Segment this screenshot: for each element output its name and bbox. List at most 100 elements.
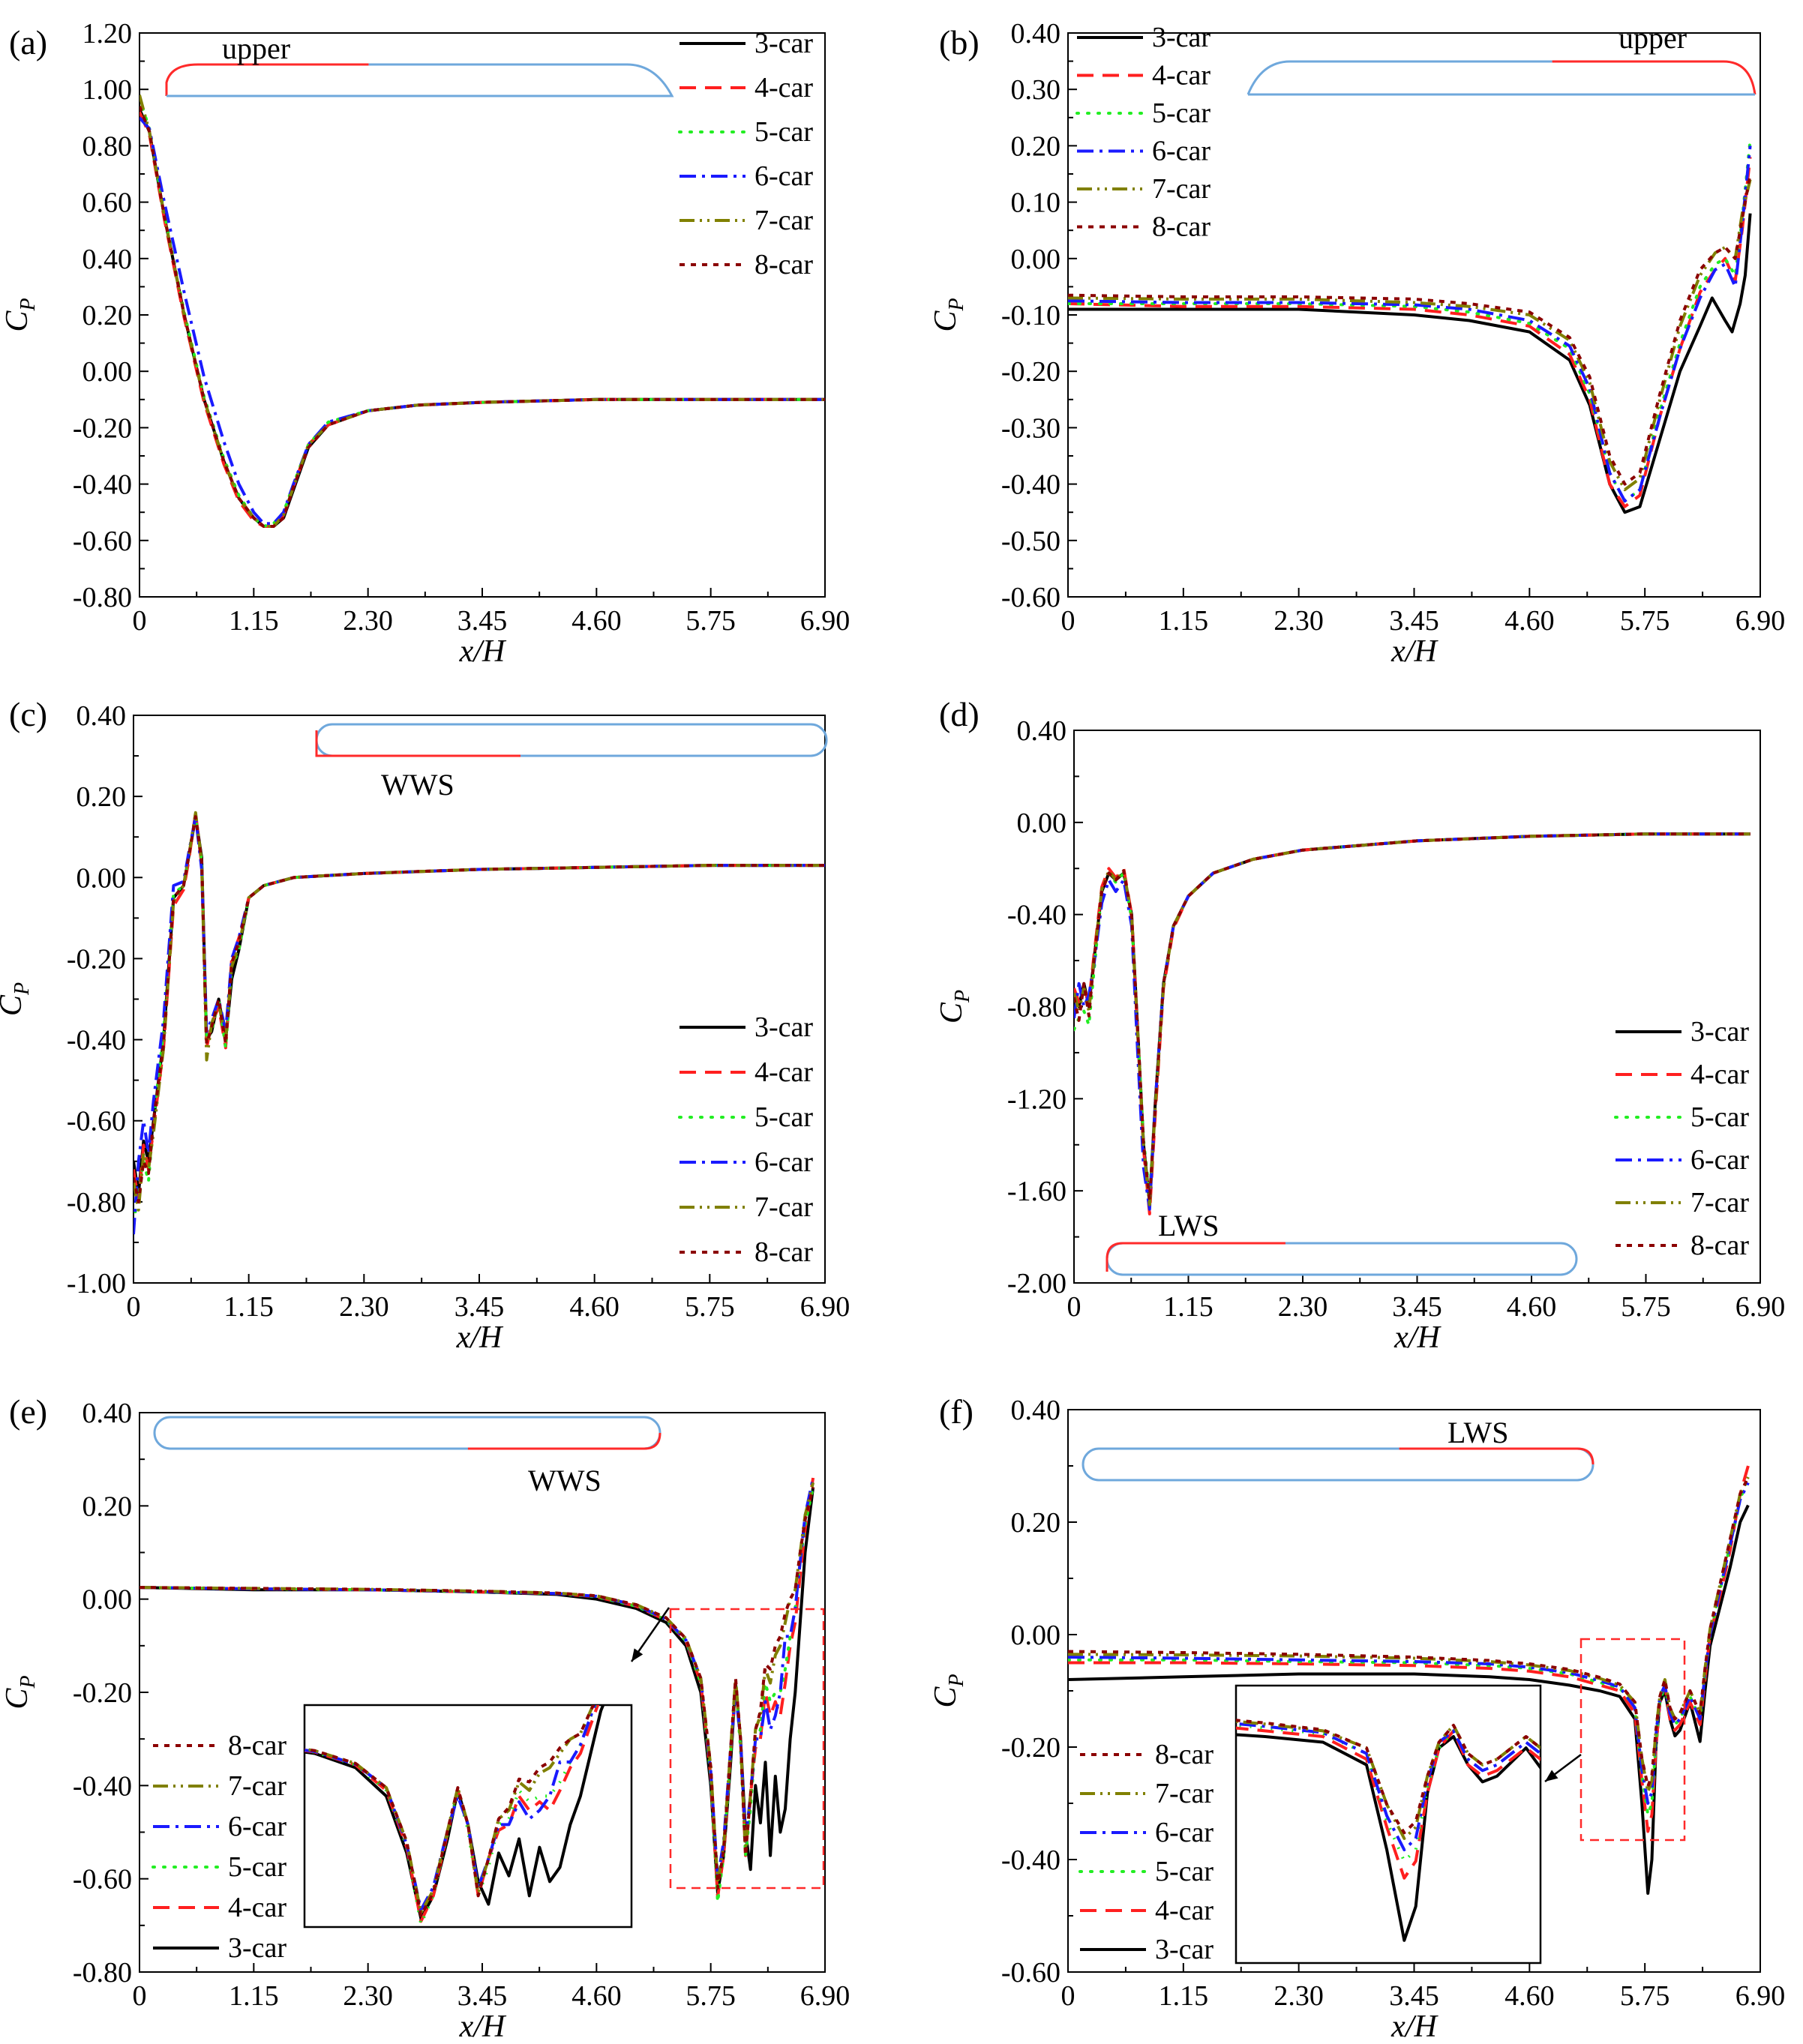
- schematic-highlight: [315, 730, 520, 757]
- y-tick-label: 0.40: [1011, 18, 1061, 49]
- y-tick-label: -0.40: [1001, 1845, 1060, 1876]
- y-tick-label: -0.60: [67, 1106, 126, 1137]
- schematic-label: WWS: [528, 1464, 602, 1497]
- x-tick-label: 3.45: [458, 605, 508, 637]
- y-tick-label: -0.60: [1001, 1957, 1060, 1989]
- train-schematic: LWS: [1106, 1209, 1578, 1276]
- x-tick-label: 6.90: [800, 1980, 850, 2012]
- x-tick-label: 5.75: [1621, 1291, 1671, 1323]
- panel-label: (b): [939, 23, 980, 61]
- schematic-label: upper: [1618, 21, 1687, 55]
- inset-line-8-car: [304, 1705, 596, 1917]
- x-tick-label: 3.45: [1392, 1291, 1442, 1323]
- zoom-arrowhead: [632, 1648, 644, 1662]
- schematic-highlight: [1106, 1242, 1286, 1272]
- y-tick-label: 0.00: [82, 356, 133, 388]
- x-tick-label: 1.15: [224, 1291, 274, 1323]
- y-tick-label: -0.60: [73, 1864, 132, 1896]
- series-line-7-car: [1074, 832, 1750, 1206]
- series-line-7-car: [140, 94, 825, 528]
- series-line-5-car: [140, 96, 825, 528]
- inset-line-5-car: [1236, 1723, 1540, 1863]
- legend-label-5-car: 5-car: [228, 1851, 286, 1883]
- y-tick-label: -0.40: [73, 469, 132, 501]
- schematic-body: [1082, 1447, 1594, 1482]
- series-line-4-car: [1074, 832, 1750, 1215]
- y-tick-label: -0.40: [67, 1025, 126, 1056]
- panel-c: 0 1.15 2.30 3.45 4.60 5.75 6.90 0.40 0.20 0.00 -0.…: [0, 695, 850, 1355]
- legend-label-8-car: 8-car: [1155, 1739, 1214, 1770]
- y-tick-label: 0.20: [1011, 1507, 1061, 1539]
- x-tick-label: 5.75: [686, 605, 736, 637]
- inset-frame: [303, 1704, 633, 1929]
- x-tick-label: 3.45: [1389, 605, 1439, 637]
- x-tick-label: 1.15: [229, 605, 279, 637]
- legend-label-3-car: 3-car: [1152, 22, 1210, 53]
- legend-label-6-car: 6-car: [1155, 1817, 1214, 1848]
- y-axis-label-main: C: [928, 1686, 963, 1708]
- x-tick-label: 0: [133, 605, 147, 637]
- y-tick-label: 0.20: [82, 1491, 133, 1522]
- legend-label-7-car: 7-car: [1152, 173, 1210, 205]
- y-tick-label: 0.80: [82, 130, 133, 162]
- x-tick-label: 6.90: [1736, 1980, 1786, 2012]
- train-schematic: WWS: [153, 1416, 662, 1497]
- series-line-4-car: [140, 1477, 815, 1899]
- y-tick-label: 1.00: [82, 74, 133, 106]
- y-tick-label: -0.50: [1001, 526, 1060, 557]
- y-axis-label-sub: P: [945, 1674, 968, 1687]
- legend-label-5-car: 5-car: [1690, 1101, 1749, 1133]
- legend-label-3-car: 3-car: [754, 1012, 813, 1043]
- panel-e: 0 1.15 2.30 3.45 4.60 5.75 6.90 0.40 0.20 0.00 -0.…: [0, 1392, 850, 2044]
- inset-line-7-car: [1236, 1719, 1540, 1840]
- schematic-body: [315, 723, 828, 757]
- x-tick-label: 4.60: [572, 1980, 622, 2012]
- x-tick-label: 5.75: [685, 1291, 735, 1323]
- y-tick-label: -0.80: [73, 582, 132, 613]
- series-group: [140, 94, 825, 528]
- series-line-7-car: [1068, 1476, 1750, 1794]
- y-tick-label: 0.40: [1017, 715, 1067, 747]
- y-axis-label-main: C: [0, 994, 28, 1016]
- y-tick-label: -0.80: [67, 1187, 126, 1218]
- schematic-label: LWS: [1448, 1416, 1508, 1449]
- x-tick-label: 3.45: [454, 1291, 505, 1323]
- y-tick-label: 0.40: [82, 1398, 133, 1429]
- x-axis-label: x/H: [456, 1320, 504, 1355]
- y-axis-label-sub: P: [16, 298, 40, 311]
- y-axis-label-main: C: [0, 1688, 34, 1710]
- x-tick-label: 2.30: [1274, 605, 1324, 637]
- x-tick-label: 4.60: [572, 605, 622, 637]
- series-line-7-car: [1068, 179, 1752, 492]
- y-axis-label-main: C: [0, 310, 34, 332]
- y-tick-label: 0.40: [82, 244, 133, 275]
- series-line-6-car: [134, 815, 825, 1235]
- x-tick-label: 6.90: [800, 1291, 850, 1323]
- x-tick-label: 4.60: [569, 1291, 620, 1323]
- legend-label-7-car: 7-car: [1690, 1187, 1749, 1218]
- series-group: [1068, 1465, 1750, 1895]
- y-tick-label: -0.60: [1001, 582, 1060, 613]
- series-line-4-car: [140, 111, 825, 528]
- schematic-label: upper: [222, 31, 290, 65]
- series-line-3-car: [140, 108, 825, 528]
- y-axis-label: CP: [0, 982, 34, 1016]
- series-line-3-car: [1074, 832, 1750, 1204]
- legend-label-8-car: 8-car: [754, 249, 813, 280]
- x-tick-label: 1.15: [1163, 1291, 1214, 1323]
- legend-label-7-car: 7-car: [1155, 1778, 1214, 1809]
- schematic-highlight: [165, 63, 369, 96]
- series-line-8-car: [140, 106, 825, 528]
- legend: 8-car 7-car 6-car 5-car 4-car 3-car: [1078, 1739, 1214, 1965]
- y-tick-label: -0.20: [73, 1677, 132, 1709]
- x-tick-label: 2.30: [343, 1980, 393, 2012]
- schematic-body: [166, 63, 674, 97]
- y-tick-label: 0.20: [1011, 130, 1061, 162]
- x-axis-label: x/H: [459, 2010, 507, 2044]
- y-tick-label: -0.20: [73, 412, 132, 444]
- legend: 3-car 4-car 5-car 6-car 7-car 8-car: [1076, 22, 1210, 243]
- panel-b: 0 1.15 2.30 3.45 4.60 5.75 6.90 0.40 0.30 0.20 0.1…: [928, 18, 1785, 669]
- x-tick-label: 6.90: [1736, 1291, 1786, 1323]
- x-tick-label: 5.75: [1620, 1980, 1670, 2012]
